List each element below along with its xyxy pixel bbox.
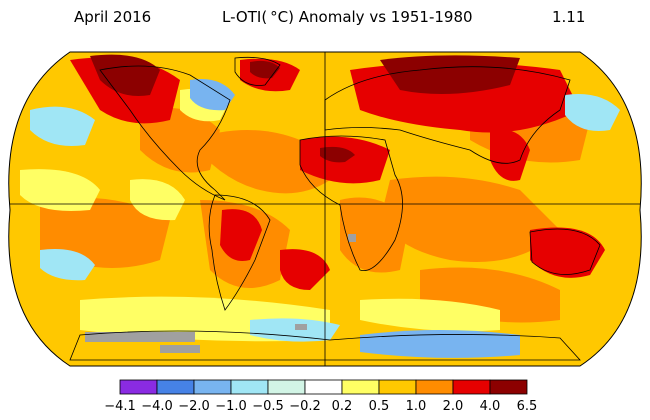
anomaly-darkred-sahara — [320, 146, 355, 163]
coastline-australia — [529, 228, 601, 275]
legend-tick-label: 1.0 — [406, 399, 427, 414]
no-data-antarctic-west — [85, 332, 195, 342]
anomaly-red-australia — [530, 227, 605, 278]
no-data-africa-lake — [348, 234, 356, 242]
legend-tick-label: 0.2 — [332, 399, 353, 414]
legend-tick-label: 6.5 — [517, 399, 538, 414]
legend-tick-label: −0.5 — [252, 399, 284, 414]
anomaly-orange-indian-ocean — [380, 176, 560, 262]
legend-swatch — [193, 379, 232, 395]
anomaly-orange-north-atlantic — [190, 130, 330, 194]
coastline-greenland — [234, 56, 281, 86]
coastline-africa — [299, 135, 403, 272]
legend-tick-label: −1.0 — [215, 399, 247, 414]
legend-tick-label: 4.0 — [480, 399, 501, 414]
legend-swatch — [341, 379, 380, 395]
no-data-antarctic-small — [295, 324, 307, 330]
global-mean-value: 1.11 — [552, 8, 586, 26]
anomaly-blue-antarctic — [360, 330, 520, 358]
anomaly-yellow-indian-south — [360, 298, 500, 332]
legend-swatch — [415, 379, 454, 395]
anomaly-orange-south-pacific — [40, 197, 170, 268]
legend-tick-label: −0.2 — [289, 399, 321, 414]
legend-swatch — [230, 379, 269, 395]
legend-swatch — [304, 379, 343, 395]
legend-swatch — [267, 379, 306, 395]
anomaly-lightblue-south-pacific — [40, 249, 95, 281]
legend-swatch — [156, 379, 195, 395]
anomaly-darkred-siberia — [380, 55, 520, 94]
legend-swatch — [378, 379, 417, 395]
legend-tick-label: −4.0 — [141, 399, 173, 414]
legend-swatch — [452, 379, 491, 395]
coastline-north-america — [99, 65, 231, 201]
anomaly-orange-africa-south — [340, 197, 410, 273]
anomaly-yellow-central-pacific — [20, 169, 100, 211]
map-title: L-OTI( °C) Anomaly vs 1951-1980 — [222, 8, 473, 26]
anomaly-red-southeast-asia — [490, 129, 530, 181]
no-data-weddell — [160, 345, 200, 353]
anomaly-lightblue-east-siberia — [565, 94, 620, 131]
legend-swatch — [119, 379, 158, 395]
anomaly-darkred-alaska — [90, 54, 160, 96]
legend-tick-label: 2.0 — [443, 399, 464, 414]
anomaly-red-south-america — [220, 209, 262, 261]
anomaly-blue-labrador-sea — [190, 79, 235, 111]
anomaly-lightblue-north-pacific — [30, 106, 95, 146]
coastline-south-america — [208, 194, 271, 311]
coastline-antarctica — [69, 330, 581, 361]
anomaly-yellow-east-pacific — [130, 179, 185, 221]
period-label: April 2016 — [74, 8, 152, 26]
legend-tick-label: 0.5 — [369, 399, 390, 414]
legend-swatch — [489, 379, 528, 395]
coastline-eurasia — [324, 66, 571, 164]
anomaly-darkred-barents — [250, 60, 280, 79]
legend-tick-label: −2.0 — [178, 399, 210, 414]
legend-tick-label: −4.1 — [104, 399, 136, 414]
anomaly-red-south-atlantic — [280, 249, 330, 290]
anomaly-orange-north-america — [140, 107, 220, 173]
